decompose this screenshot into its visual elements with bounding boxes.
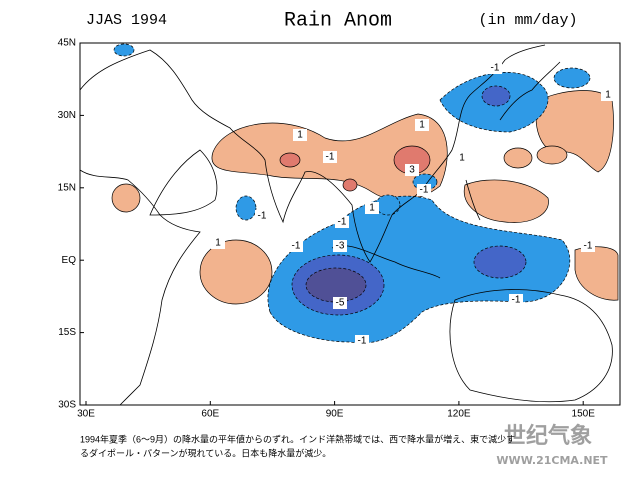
contour-label-bg (335, 216, 349, 228)
contour-label-bg (405, 164, 419, 176)
map-title: Rain Anom (284, 9, 392, 32)
contour-label-bg (211, 237, 225, 249)
contour-label: 1 (419, 120, 425, 131)
contour-label: 1 (215, 238, 221, 249)
lat-label: 15S (58, 327, 76, 338)
contour-label-bg (333, 240, 347, 252)
contour-label: -5 (336, 298, 345, 309)
contour-label-bg (289, 240, 303, 252)
contour-label: -1 (258, 211, 267, 222)
caption-line: 1994年夏季（6～9月）の降水量の平年値からのずれ。インド洋熱帯域では、西で降… (80, 433, 515, 444)
lon-label: 30E (77, 409, 95, 420)
contour-label-bg (255, 210, 269, 222)
contour-label: -1 (420, 185, 429, 196)
watermark-url: WWW.21CMA.NET (496, 454, 608, 467)
lon-label: 60E (201, 409, 219, 420)
contour-label: 1 (369, 203, 375, 214)
watermark: 世纪气象 WWW.21CMA.NET (496, 423, 608, 467)
contour-label: -3 (336, 241, 345, 252)
lat-label: EQ (62, 255, 77, 266)
contour-label-bg (415, 119, 429, 131)
season-label: JJAS 1994 (86, 12, 167, 29)
contour-label: 1 (459, 153, 465, 164)
contour-label-bg (293, 129, 307, 141)
contour-label: -1 (491, 63, 500, 74)
contour-label-bg (333, 297, 347, 309)
lon-label: 90E (326, 409, 344, 420)
contour-label: -1 (584, 241, 593, 252)
lat-label: 45N (58, 38, 76, 49)
contour-label-bg (323, 151, 337, 163)
contour-label: -1 (512, 295, 521, 306)
contour-label: -1 (326, 152, 335, 163)
contour-label: -1 (292, 241, 301, 252)
contour-label-bg (601, 89, 615, 101)
caption-line: るダイポール・パターンが現れている。日本も降水量が減少。 (80, 447, 331, 458)
lat-label: 15N (58, 182, 76, 193)
lon-label: 120E (447, 409, 471, 420)
contour-label-bg (455, 152, 469, 164)
contour-label: -1 (358, 336, 367, 347)
lon-label: 150E (572, 409, 596, 420)
map-frame (79, 42, 621, 406)
contour-label-bg (365, 202, 379, 214)
contour-label-bg (417, 184, 431, 196)
contour-label: 1 (297, 130, 303, 141)
coastlines (79, 44, 613, 406)
lat-label: 30S (58, 400, 76, 411)
contour-label-bg (355, 335, 369, 347)
lat-label: 30N (58, 110, 76, 121)
contour-label: 3 (409, 165, 415, 176)
contour-label-bg (509, 294, 523, 306)
contour-label: 1 (605, 90, 611, 101)
units-label: (in mm/day) (478, 12, 577, 29)
contour-label-bg (581, 240, 595, 252)
contour-label: -1 (338, 217, 347, 228)
contour-label-bg (488, 62, 502, 74)
anomaly-fields (111, 43, 619, 344)
watermark-logo: 世纪气象 (504, 423, 592, 449)
